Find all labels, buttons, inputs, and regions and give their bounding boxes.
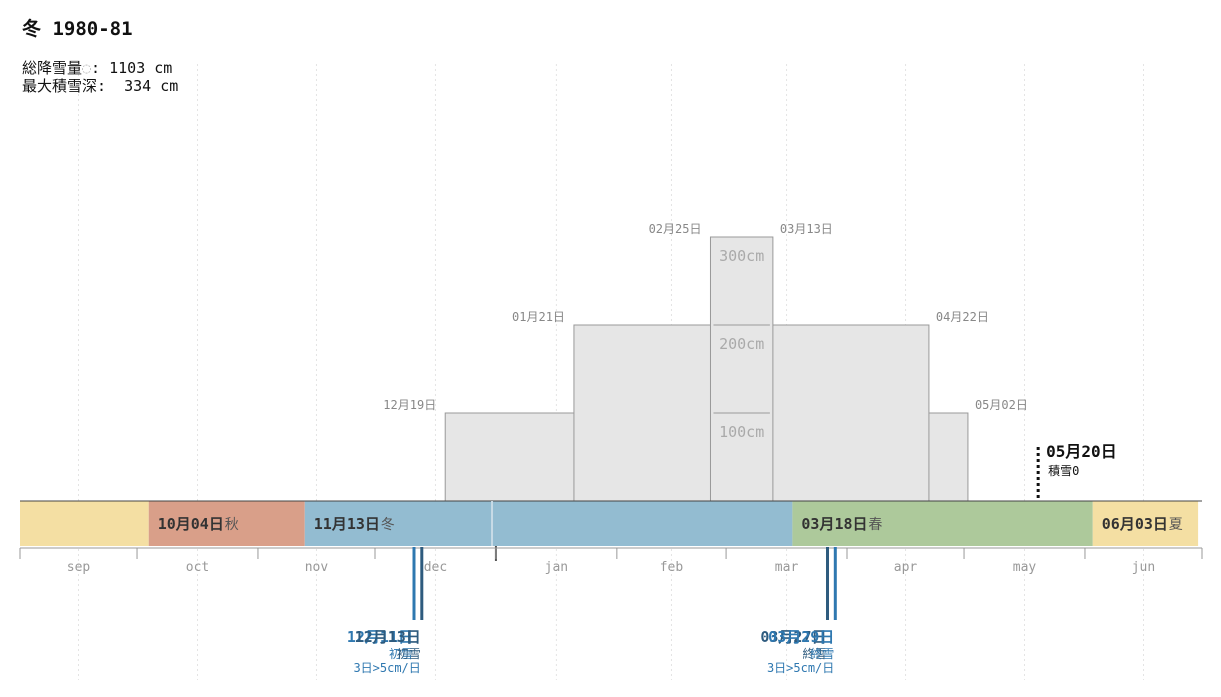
season-name-label: 春	[868, 517, 882, 533]
depth-tier-300	[709, 236, 774, 502]
season-name-label: 秋	[225, 517, 239, 533]
total-snowfall-label: 総降雪量	[22, 59, 83, 77]
depth-tier-start-label: 02月25日	[649, 222, 702, 236]
season-band-0	[20, 501, 149, 546]
last-snow-criteria-label: 3日>5cm/日	[767, 661, 834, 675]
last-snow-label: 終雪	[802, 646, 826, 661]
month-label-jan: jan	[545, 560, 568, 575]
season-band-2	[304, 501, 793, 546]
depth-tick-label: 100cm	[719, 423, 764, 441]
last-snow-date-label: 03月27日	[760, 628, 826, 646]
max-depth-value: 334 cm	[124, 77, 179, 95]
season-start-label: 06月03日	[1102, 515, 1168, 533]
month-label-feb: feb	[660, 560, 684, 575]
month-label-sep: sep	[67, 560, 91, 575]
first-snow-label: 初雪	[389, 647, 413, 661]
month-label-may: may	[1013, 560, 1037, 575]
month-label-jun: jun	[1132, 560, 1155, 575]
depth-tier-end-label: 05月02日	[975, 398, 1028, 412]
snow-zero-date-label: 05月20日	[1046, 442, 1117, 461]
depth-tier-end-label: 04月22日	[936, 310, 989, 324]
first-snow-label: 初雪	[397, 647, 421, 661]
season-name-label: 夏	[1169, 517, 1183, 533]
season-band-1	[148, 501, 305, 546]
month-label-apr: apr	[894, 560, 918, 575]
month-label-dec: dec	[424, 560, 447, 575]
last-snow-label: 終雪	[810, 646, 834, 661]
first-snow-date-label: 12月13日	[355, 628, 421, 646]
depth-tier-start-label: 01月21日	[512, 310, 565, 324]
first-snow-date-label: 12月11日	[347, 628, 413, 646]
month-label-oct: oct	[186, 560, 209, 575]
month-label-mar: mar	[775, 560, 799, 575]
month-label-nov: nov	[305, 560, 329, 575]
season-name-label: 冬	[381, 517, 395, 533]
season-start-label: 03月18日	[801, 515, 867, 533]
chart-title: 冬 1980-81	[22, 18, 133, 40]
total-snowfall-value: 1103 cm	[109, 59, 173, 77]
max-depth-row: 最大積雪深: 334 cm	[22, 77, 179, 95]
season-band-3	[792, 501, 1093, 546]
total-snowfall-row: 総降雪量◌: 1103 cm	[22, 59, 173, 77]
first-snow-criteria-label: 3日>5cm/日	[353, 661, 420, 675]
last-snow-date-label: 03月29日	[768, 628, 834, 646]
season-start-label: 11月13日	[314, 515, 380, 533]
season-band-4	[1092, 501, 1199, 546]
season-stats: 総降雪量◌: 1103 cm 最大積雪深: 334 cm	[22, 59, 178, 95]
depth-tier-end-label: 03月13日	[780, 222, 833, 236]
depth-tick-label: 200cm	[719, 335, 764, 353]
depth-tick-label: 300cm	[719, 247, 764, 265]
season-start-label: 10月04日	[158, 515, 224, 533]
total-snowfall-mark: ◌	[82, 59, 92, 77]
snow-zero-label: 積雪0	[1048, 463, 1079, 478]
depth-tier-start-label: 12月19日	[383, 398, 436, 412]
max-depth-label: 最大積雪深	[22, 77, 98, 95]
